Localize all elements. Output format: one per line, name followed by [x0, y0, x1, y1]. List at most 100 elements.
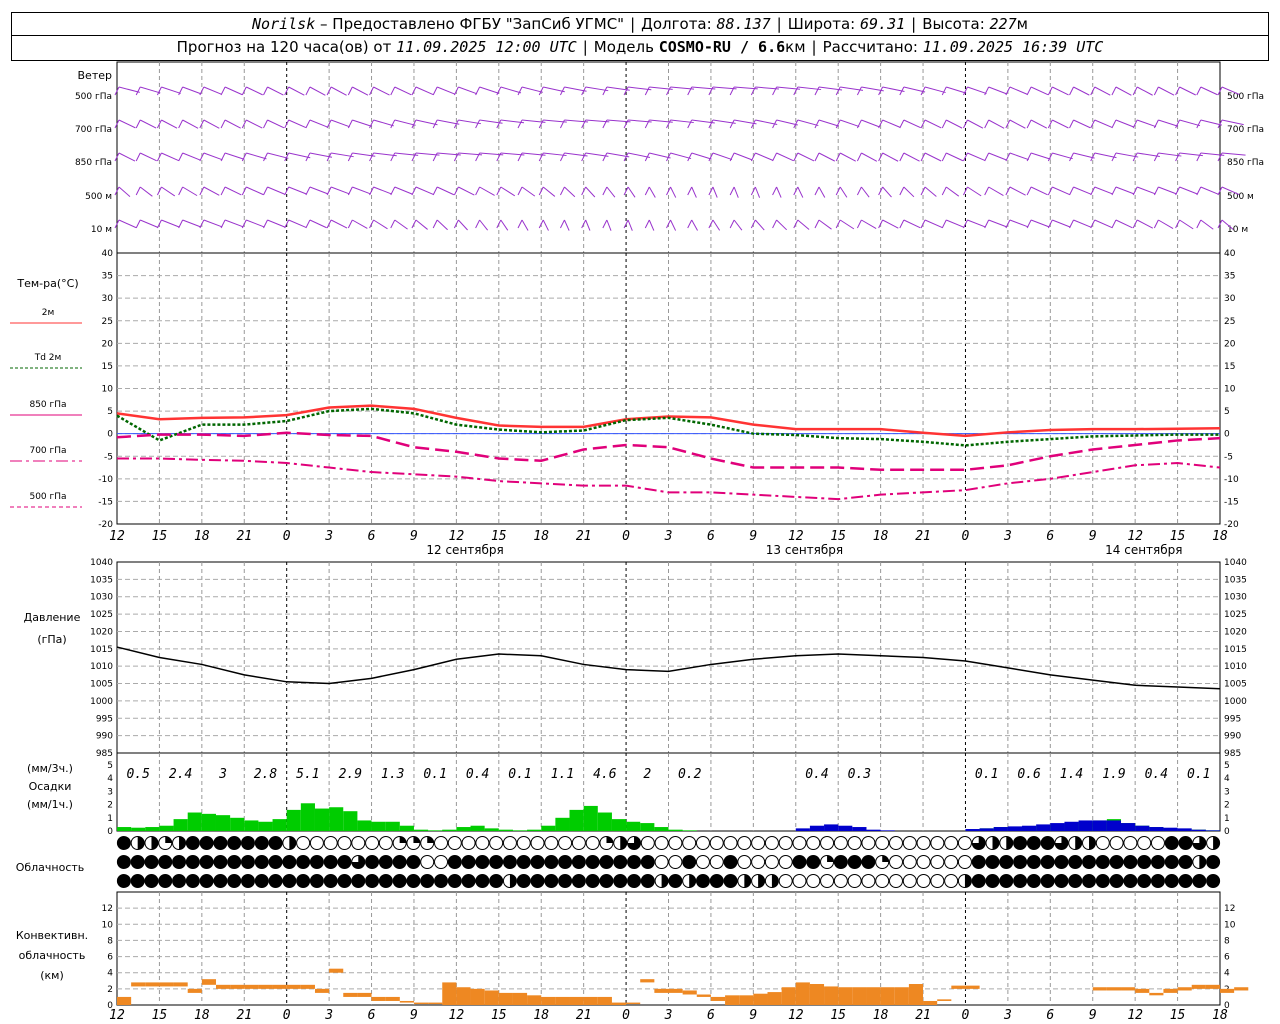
wind-barb-feather: [284, 186, 290, 196]
cloud-cover-symbol: [199, 874, 214, 888]
wind-barb: [924, 86, 946, 94]
cloud-cover-symbol: [351, 874, 366, 888]
wind-barb: [627, 219, 633, 231]
wind-barb: [330, 186, 350, 195]
cloud-cover-symbol: [144, 874, 159, 888]
wind-barb-feather: [284, 119, 290, 129]
cloud-cover-symbol: [1040, 836, 1055, 850]
cloud-cover-symbol: [792, 855, 807, 869]
time-axis-label-bottom: 0: [962, 1008, 970, 1023]
precipitation-rain-bar: [286, 809, 301, 831]
time-axis-label-bottom: 18: [873, 1008, 889, 1023]
cloud-cover-symbol: [847, 874, 862, 888]
convective-ytick-right: 6: [1224, 953, 1230, 963]
wind-barb: [458, 186, 475, 196]
cloud-cover-symbol: [213, 855, 228, 869]
wind-barb-feather: [220, 219, 226, 229]
precipitation-snow-bar: [838, 825, 853, 831]
cloud-cover-symbol: [1137, 836, 1152, 850]
wind-barb-feather: [538, 119, 544, 129]
wind-level-label: 850 гПа: [75, 158, 112, 168]
precipitation-rain-bar: [456, 827, 471, 831]
wind-barb: [606, 152, 630, 158]
cloud-cover-symbol: [682, 855, 697, 869]
precipitation-rain-bar: [244, 820, 259, 831]
time-axis-label-bottom: 15: [152, 1008, 168, 1023]
temperature-ytick-right: 35: [1224, 272, 1235, 282]
cloud-cover-symbol: [1123, 855, 1138, 869]
alt-unit: м: [1016, 15, 1028, 33]
wind-barb-feather: [199, 152, 205, 162]
precipitation-ytick-left: 3: [107, 787, 113, 797]
precipitation-rain-bar: [314, 808, 330, 831]
precipitation-rain-bar: [428, 830, 443, 831]
time-axis-label: 9: [749, 529, 757, 544]
cloud-cover-symbol: [378, 855, 393, 869]
cloud-cover-symbol: [820, 874, 835, 888]
wind-barb-feather: [1026, 86, 1032, 96]
wind-barb: [988, 219, 1008, 228]
wind-barb: [139, 152, 157, 162]
cloud-cover-fill: [427, 836, 434, 843]
temperature-ytick-right: 30: [1224, 294, 1236, 304]
wind-barb: [1115, 86, 1132, 96]
wind-barb: [797, 186, 804, 198]
wind-barb-feather: [1196, 119, 1202, 129]
header-row-1: Norilsk – Предоставлено ФГБУ "ЗапСиб УГМ…: [11, 12, 1269, 36]
wind-barb: [861, 152, 878, 162]
alt-label: Высота:: [922, 15, 985, 33]
wind-barb: [988, 152, 1007, 161]
wind-barb: [246, 186, 264, 196]
alt-value: 227: [989, 15, 1017, 33]
convective-bar: [852, 987, 867, 1005]
wind-barb: [861, 86, 884, 92]
wind-barb: [733, 219, 743, 231]
wind-barb-feather: [1069, 219, 1074, 229]
cloud-cover-symbol: [778, 874, 793, 888]
cloud-cover-symbol: [268, 836, 283, 850]
pressure-ytick-right: 995: [1224, 714, 1241, 724]
wind-barb-feather: [666, 119, 671, 129]
temperature-ytick-left: -10: [98, 475, 113, 485]
cloud-cover-fill: [413, 836, 420, 843]
wind-barb: [818, 119, 839, 127]
cloud-cover-symbol: [296, 836, 311, 850]
precipitation-ytick-left: 1: [107, 814, 113, 824]
precipitation-rain-bar: [626, 821, 641, 831]
wind-barb: [394, 152, 419, 156]
wind-barb: [436, 86, 456, 95]
wind-barb-feather: [220, 119, 226, 129]
wind-barb: [797, 119, 819, 127]
wind-barb: [755, 119, 778, 125]
wind-barb: [734, 86, 758, 90]
cloud-cover-symbol: [158, 874, 173, 888]
wind-level-label: 700 гПа: [75, 125, 112, 135]
convective-bar: [654, 988, 669, 993]
convective-bar: [272, 984, 287, 989]
wind-barb: [161, 152, 179, 162]
wind-barb-feather: [708, 219, 714, 229]
convective-bar: [894, 987, 909, 1005]
precipitation-3h-label: 1.1: [551, 767, 574, 782]
cloud-cover-symbol: [833, 874, 848, 888]
precipitation-rain-bar: [300, 803, 315, 831]
header-row-2: Прогноз на 120 часа(ов) от 11.09.2025 12…: [11, 36, 1269, 61]
cloud-cover-symbol: [516, 855, 531, 869]
temperature-ytick-left: 30: [102, 294, 114, 304]
cloud-cover-symbol: [185, 855, 200, 869]
cloud-cover-symbol: [1026, 836, 1041, 850]
date-label: 14 сентября: [1105, 543, 1182, 557]
cloud-cover-symbol: [985, 874, 1000, 888]
cloud-cover-symbol: [1150, 855, 1165, 869]
cloud-cover-symbol: [640, 874, 655, 888]
cloud-cover-symbol: [571, 836, 586, 850]
wind-barb-feather: [453, 86, 459, 96]
cloud-cover-symbol: [930, 874, 945, 888]
time-axis-label-bottom: 18: [1212, 1008, 1228, 1023]
wind-barb: [203, 186, 220, 196]
wind-barb-feather: [538, 186, 544, 196]
wind-barb-feather: [347, 119, 353, 129]
cloud-cover-symbol: [530, 836, 545, 850]
wind-barb-feather: [1217, 86, 1223, 96]
cloud-cover-symbol: [1026, 855, 1041, 869]
